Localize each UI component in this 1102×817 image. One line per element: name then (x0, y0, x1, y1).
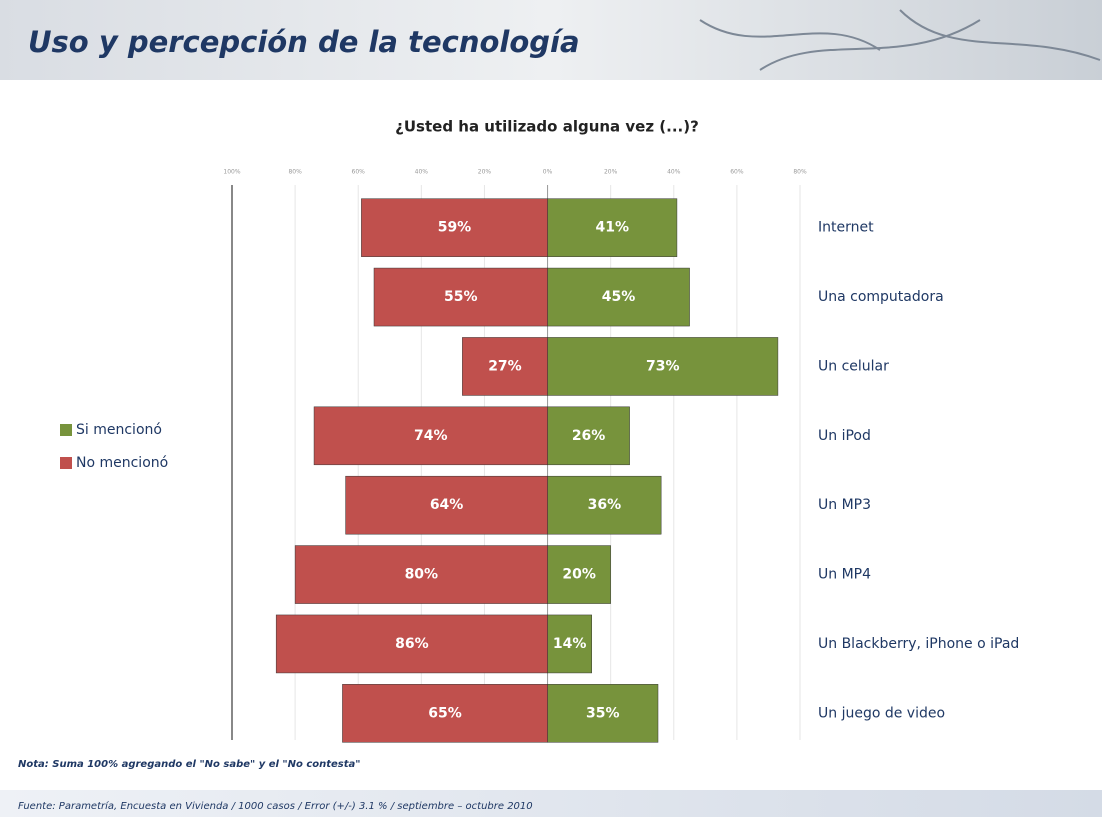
x-tick-label: 20% (478, 169, 492, 176)
x-tick-label: 0% (543, 169, 553, 176)
note: Nota: Suma 100% agregando el "No sabe" y… (18, 759, 361, 770)
footer-band (0, 790, 1102, 817)
value-label: 73% (646, 358, 680, 374)
bar (294, 545, 548, 604)
value-label: 86% (395, 636, 429, 652)
bar (342, 684, 548, 743)
bar (361, 198, 548, 257)
value-label: 45% (602, 289, 636, 305)
x-tick-label: 60% (730, 169, 744, 176)
category-label: Una computadora (818, 289, 944, 305)
bar (547, 475, 662, 535)
legend-swatch (60, 424, 72, 436)
slide-title: Uso y percepción de la tecnología (28, 25, 580, 59)
legend-swatch (60, 457, 72, 469)
value-label: 74% (414, 428, 448, 444)
category-label: Un juego de video (818, 705, 945, 721)
bar (462, 337, 548, 396)
bar (547, 545, 611, 604)
legend-label: No mencionó (76, 455, 168, 471)
value-label: 80% (405, 567, 439, 583)
x-tick-label: 100% (223, 169, 240, 176)
x-tick-label: 60% (352, 169, 366, 176)
value-label: 41% (595, 220, 629, 236)
category-label: Un iPod (818, 428, 871, 444)
value-label: 27% (488, 358, 522, 374)
category-label: Internet (818, 220, 874, 236)
value-label: 55% (444, 289, 478, 305)
bar (547, 684, 659, 743)
x-tick-label: 80% (793, 169, 807, 176)
x-tick-label: 80% (288, 169, 302, 176)
x-tick-label: 40% (667, 169, 681, 176)
value-label: 64% (430, 497, 464, 513)
category-label: Un celular (818, 358, 889, 374)
bar (547, 267, 690, 327)
value-label: 65% (428, 705, 462, 721)
category-label: Un Blackberry, iPhone o iPad (818, 636, 1019, 652)
bar (547, 337, 779, 396)
x-tick-label: 40% (415, 169, 429, 176)
value-label: 14% (553, 636, 587, 652)
value-label: 59% (438, 220, 472, 236)
bar (345, 475, 548, 535)
chart-title: ¿Usted ha utilizado alguna vez (...)? (395, 118, 699, 136)
value-label: 26% (572, 428, 606, 444)
header-decoration (699, 9, 1101, 71)
value-label: 35% (586, 705, 620, 721)
bar (313, 406, 548, 466)
bar (275, 614, 548, 674)
value-label: 36% (588, 497, 622, 513)
category-label: Un MP3 (818, 497, 871, 513)
header-band (0, 0, 1102, 80)
bar (373, 267, 548, 327)
bar (547, 614, 592, 674)
value-label: 20% (562, 567, 596, 583)
x-tick-label: 20% (604, 169, 618, 176)
category-label: Un MP4 (818, 567, 871, 583)
bar (547, 198, 678, 257)
bar (547, 406, 630, 466)
legend-label: Si mencionó (76, 422, 162, 438)
source: Fuente: Parametría, Encuesta en Vivienda… (18, 800, 533, 812)
